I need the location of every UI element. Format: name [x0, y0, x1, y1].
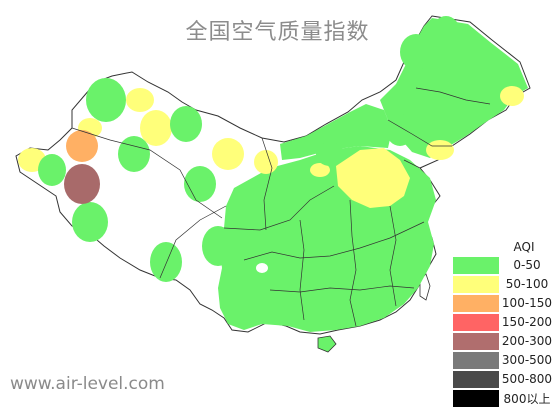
aqi-zone	[86, 78, 126, 122]
aqi-zone	[140, 110, 172, 146]
map-title: 全国空气质量指数	[185, 20, 370, 45]
website-label: www.air-level.com	[10, 374, 165, 394]
aqi-zone	[426, 140, 454, 160]
legend-swatch	[453, 370, 499, 388]
legend-label: 500-800	[501, 372, 553, 386]
legend-swatch	[453, 294, 499, 312]
aqi-zone	[64, 164, 100, 204]
aqi-zone	[310, 163, 330, 177]
aqi-zone	[386, 114, 414, 146]
aqi-legend: AQI 0-50 50-100 100-150 150-200 200-300 300-5…	[453, 238, 555, 408]
legend-label: 800以上	[503, 391, 551, 406]
province-borders	[71, 87, 491, 327]
aqi-zone	[118, 136, 150, 172]
legend-label: 150-200	[501, 315, 553, 329]
aqi-zone	[316, 142, 344, 166]
legend-label: 100-150	[501, 296, 553, 310]
aqi-zone	[170, 106, 202, 142]
legend-item: 150-200	[453, 313, 555, 331]
legend-item: 500-800	[453, 370, 555, 388]
legend-swatch	[453, 389, 499, 407]
legend-title: AQI	[513, 240, 535, 254]
aqi-zone	[150, 242, 182, 282]
aqi-zone	[254, 150, 278, 174]
legend-item: 200-300	[453, 332, 555, 350]
aqi-zone	[126, 88, 154, 112]
legend-item: 50-100	[453, 275, 555, 293]
legend-item: 800以上	[453, 389, 555, 407]
legend-label: 300-500	[501, 353, 553, 367]
legend-item: 0-50	[453, 256, 555, 274]
aqi-zone	[212, 138, 244, 170]
legend-swatch	[453, 256, 499, 274]
legend-item: 100-150	[453, 294, 555, 312]
aqi-zone	[72, 202, 108, 242]
aqi-zone	[66, 130, 98, 162]
aqi-zone	[184, 166, 216, 202]
legend-swatch	[453, 275, 499, 293]
legend-label: 200-300	[501, 334, 553, 348]
legend-swatch	[453, 351, 499, 369]
aqi-zone	[400, 34, 432, 70]
legend-label: 0-50	[513, 258, 541, 272]
aqi-zone	[202, 226, 234, 266]
aqi-zone	[500, 86, 524, 106]
aqi-zone	[38, 154, 66, 186]
legend-item: 300-500	[453, 351, 555, 369]
aqi-region-north	[280, 104, 392, 160]
aqi-region-north-china-plain	[336, 148, 410, 208]
legend-label: 50-100	[505, 277, 549, 291]
legend-swatch	[453, 313, 499, 331]
aqi-zone	[256, 263, 268, 273]
aqi-zone	[432, 16, 460, 48]
hainan-island	[317, 335, 337, 353]
legend-swatch	[453, 332, 499, 350]
